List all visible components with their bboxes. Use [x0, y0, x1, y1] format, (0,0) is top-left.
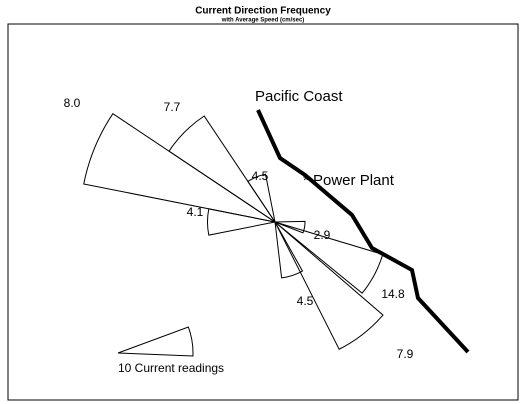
sector	[207, 208, 276, 236]
legend-wedge	[117, 326, 194, 357]
speed-label: 7.9	[397, 347, 414, 361]
sector	[274, 221, 304, 279]
speed-label: 7.7	[164, 100, 181, 114]
speed-label: 4.1	[187, 205, 204, 219]
speed-label: 2.9	[314, 228, 331, 242]
sector	[274, 221, 384, 350]
annotation: * Power Plant	[303, 172, 395, 189]
speed-label: 14.8	[381, 287, 405, 301]
sector	[274, 220, 306, 234]
chart-title: Current Direction Frequency	[195, 6, 331, 17]
sector	[247, 173, 276, 223]
chart-subtitle: with Average Speed (cm/sec)	[221, 18, 305, 24]
legend-label: 10 Current readings	[118, 361, 224, 375]
sector	[168, 115, 276, 223]
speed-label: 4.5	[252, 169, 269, 183]
sector	[83, 112, 276, 223]
sector	[274, 221, 384, 294]
speed-label: 8.0	[64, 96, 81, 110]
speed-label: 4.5	[297, 294, 314, 308]
frame	[7, 23, 519, 401]
coastline	[256, 109, 470, 354]
annotation: Pacific Coast	[255, 88, 343, 105]
